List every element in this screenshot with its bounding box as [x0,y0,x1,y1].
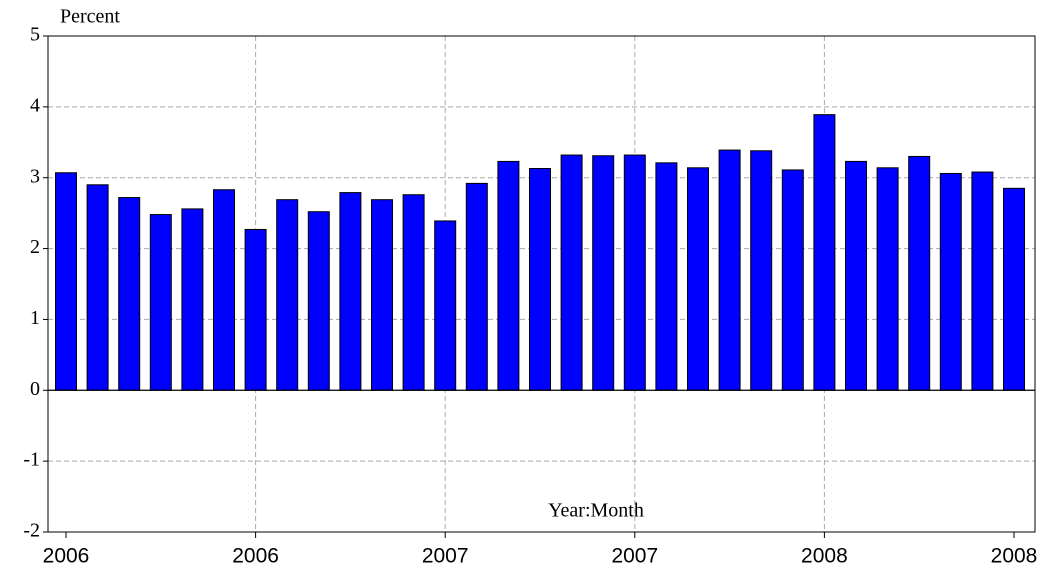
bar [845,160,867,391]
bar [149,214,172,391]
x-tick-label: 2006 [232,545,279,568]
y-tick-label: 1 [30,307,40,329]
bar [623,154,646,391]
bar [529,168,551,391]
bar [939,172,962,391]
bar [781,169,804,391]
y-tick-label: 3 [30,165,40,187]
bar [971,171,994,391]
y-tick-label: 5 [30,24,40,46]
bar [655,162,678,391]
y-tick-label: -1 [23,449,40,471]
bar [592,155,615,391]
bar [307,211,330,391]
bar [434,220,457,391]
bar [86,184,109,391]
bar [876,167,899,391]
x-tick-label: 2007 [611,545,658,568]
x-tick-label: 2007 [422,545,469,568]
bar [181,208,204,391]
bar [718,149,741,391]
bar [560,154,583,391]
bar [687,167,709,391]
bar [118,197,141,391]
bar [55,172,77,391]
bar [750,150,773,391]
x-tick-label: 2006 [43,545,90,568]
annotation: Year:Month [548,500,644,522]
bar [339,192,362,391]
x-tick-label: 2008 [991,545,1038,568]
bar [244,228,267,391]
bar [908,155,931,391]
bar [813,114,836,391]
bar [276,199,299,391]
bar [213,189,235,391]
y-tick-label: 4 [30,94,40,116]
y-axis-label: Percent [60,6,120,28]
y-tick-label: 2 [30,236,40,258]
y-tick-label: 0 [30,378,40,400]
bar [465,182,488,391]
plot-frame [47,35,1036,533]
bar [497,160,520,391]
y-tick-label: -2 [23,520,40,542]
bar [402,194,425,391]
x-tick-label: 2008 [801,545,848,568]
bar [1003,187,1025,391]
bar [371,199,393,391]
